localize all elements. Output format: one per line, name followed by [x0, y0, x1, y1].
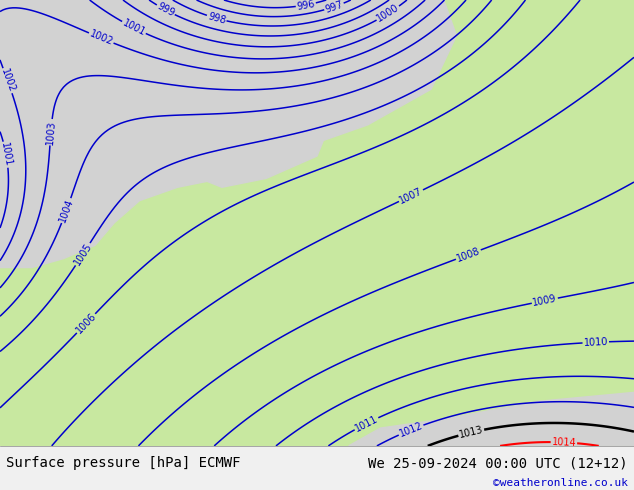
- Text: Surface pressure [hPa] ECMWF: Surface pressure [hPa] ECMWF: [6, 456, 241, 470]
- Text: 1001: 1001: [120, 18, 147, 38]
- Text: 1005: 1005: [72, 241, 94, 268]
- Text: 1000: 1000: [375, 3, 401, 24]
- Text: 998: 998: [207, 11, 227, 25]
- Text: 1012: 1012: [398, 420, 424, 439]
- Text: 1009: 1009: [532, 294, 558, 308]
- Text: ©weatheronline.co.uk: ©weatheronline.co.uk: [493, 478, 628, 488]
- Polygon shape: [158, 98, 330, 187]
- Text: 1002: 1002: [88, 29, 115, 48]
- Text: 999: 999: [155, 1, 176, 19]
- Text: 1007: 1007: [398, 186, 424, 205]
- Text: 1001: 1001: [0, 142, 13, 168]
- Text: 1008: 1008: [455, 245, 482, 264]
- Polygon shape: [349, 392, 634, 446]
- Text: 1006: 1006: [74, 311, 98, 336]
- Text: 1013: 1013: [458, 425, 484, 440]
- Text: 1004: 1004: [58, 197, 75, 224]
- Text: 996: 996: [296, 0, 316, 11]
- Text: 997: 997: [324, 0, 344, 14]
- Text: 1014: 1014: [552, 437, 576, 448]
- Text: 1010: 1010: [583, 337, 608, 348]
- Polygon shape: [0, 0, 456, 268]
- Text: 1002: 1002: [0, 68, 16, 94]
- Text: 1003: 1003: [45, 120, 57, 145]
- Text: We 25-09-2024 00:00 UTC (12+12): We 25-09-2024 00:00 UTC (12+12): [368, 456, 628, 470]
- Text: 1011: 1011: [353, 414, 380, 434]
- Polygon shape: [127, 134, 203, 187]
